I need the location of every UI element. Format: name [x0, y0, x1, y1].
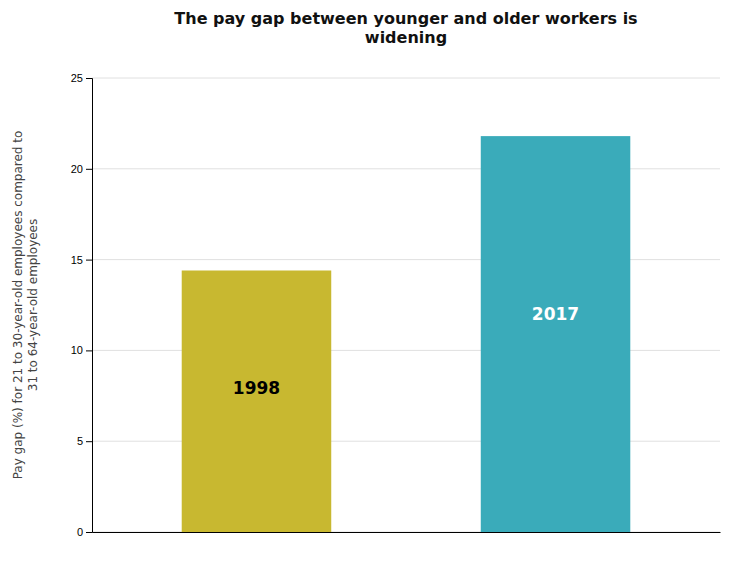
- grid-line: [92, 78, 720, 79]
- tick-label: 10: [71, 344, 83, 356]
- title-line: widening: [365, 28, 447, 47]
- title: The pay gap between younger and older wo…: [174, 9, 637, 47]
- y-axis-title-line: Pay gap (%) for 21 to 30-year-old employ…: [11, 131, 25, 480]
- bar-labels: 1998 2017: [233, 304, 579, 398]
- grid: [92, 78, 720, 532]
- bar-label: 1998: [233, 378, 280, 398]
- tick: 5: [77, 435, 92, 447]
- tick: 20: [71, 163, 92, 175]
- tick-label: 20: [71, 163, 83, 175]
- tick: 0: [77, 526, 92, 538]
- x-axis: [93, 532, 721, 533]
- tick-mark: [86, 78, 92, 79]
- tick-mark: [86, 350, 92, 351]
- tick: 10: [71, 344, 92, 356]
- bar-label: 2017: [532, 304, 579, 324]
- bar: [481, 136, 631, 532]
- tick-label: 15: [71, 254, 83, 266]
- tick-label: 0: [77, 526, 83, 538]
- bar: [182, 270, 332, 532]
- y-axis: 0 5 10 15 20 25: [71, 72, 93, 538]
- tick-mark: [86, 532, 92, 533]
- tick-mark: [86, 260, 92, 261]
- tick-mark: [86, 441, 92, 442]
- y-axis-title-line: 31 to 64-year-old employees: [26, 219, 40, 391]
- y-axis-title: Pay gap (%) for 21 to 30-year-old employ…: [11, 131, 40, 480]
- plot-area: 0 5 10 15 20 25 1998 2017: [71, 72, 721, 538]
- tick-mark: [86, 169, 92, 170]
- bars: [182, 136, 631, 532]
- tick-label: 25: [71, 72, 83, 84]
- axis-line: [93, 532, 721, 533]
- tick: 15: [71, 254, 92, 266]
- axis-line: [86, 79, 93, 533]
- tick-label: 5: [77, 435, 83, 447]
- tick: 25: [71, 72, 92, 84]
- title-line: The pay gap between younger and older wo…: [174, 9, 637, 28]
- chart: 0 5 10 15 20 25 1998 2017 The pay gap between yo…: [0, 0, 750, 568]
